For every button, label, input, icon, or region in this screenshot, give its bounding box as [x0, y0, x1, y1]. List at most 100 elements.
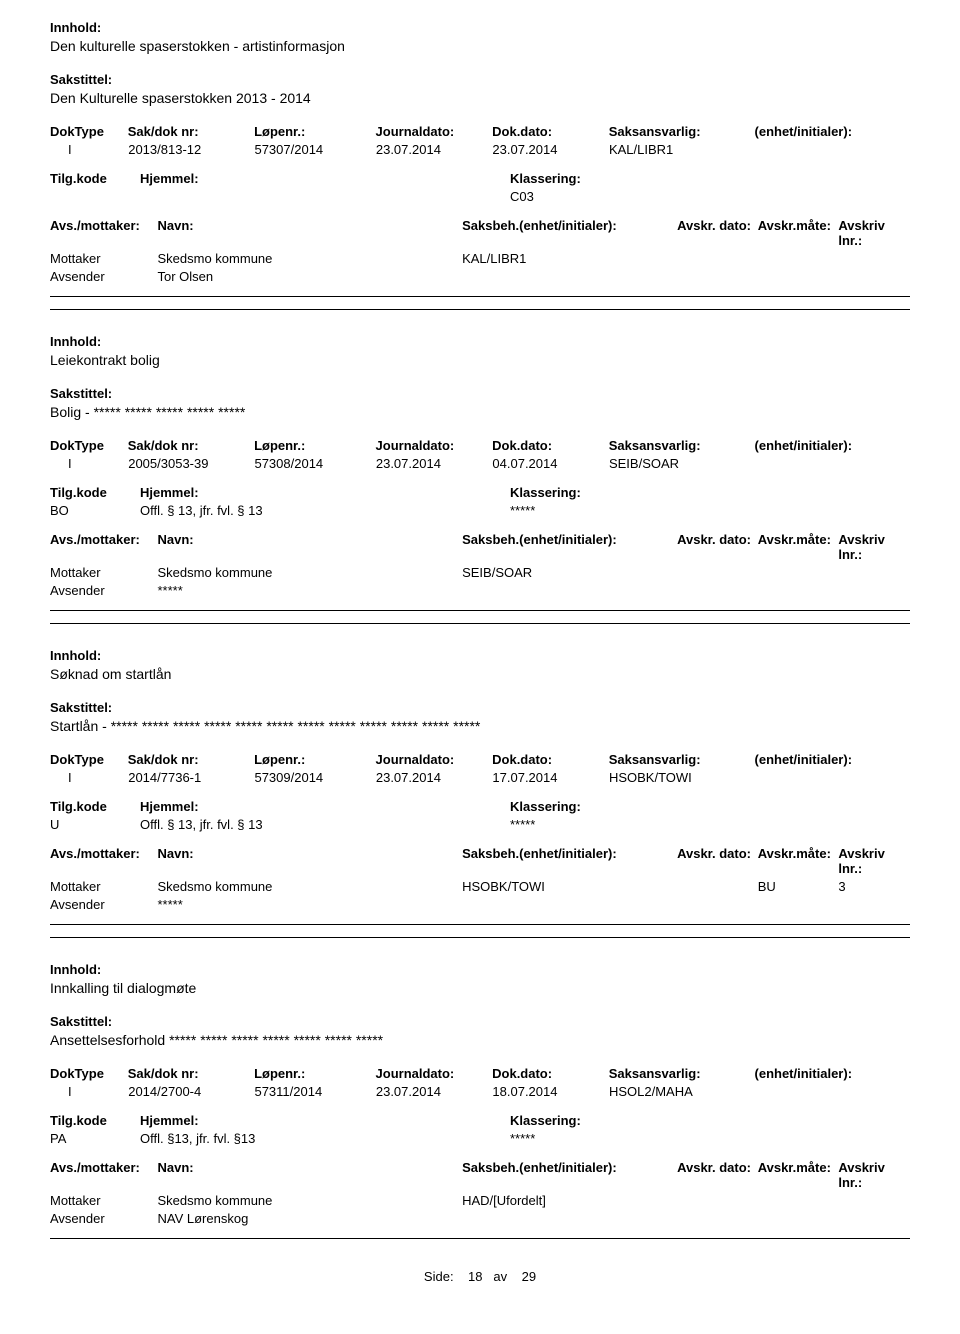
- enhet-value: [755, 142, 910, 157]
- sakstittel-value: Startlån - ***** ***** ***** ***** *****…: [50, 718, 910, 734]
- dokdato-value: 04.07.2014: [492, 456, 609, 471]
- meta-value-row: I 2013/813-12 57307/2014 23.07.2014 23.0…: [50, 142, 910, 157]
- journal-record: Innhold: Den kulturelle spaserstokken - …: [50, 20, 910, 297]
- sakdoknr-value: 2013/813-12: [128, 142, 254, 157]
- party-row: Avsender NAV Lørenskog: [50, 1211, 910, 1226]
- sakdoknr-header: Sak/dok nr:: [128, 1066, 254, 1081]
- party-row: Avsender *****: [50, 897, 910, 912]
- enhet-value: [755, 770, 910, 785]
- journaldato-value: 23.07.2014: [376, 770, 493, 785]
- tilgkode-value: U: [50, 817, 140, 832]
- page-footer: Side: 18 av 29: [50, 1269, 910, 1284]
- lopenr-value: 57308/2014: [254, 456, 375, 471]
- innhold-value: Leiekontrakt bolig: [50, 352, 910, 368]
- party-role: Avsender: [50, 897, 158, 912]
- sakdoknr-value: 2014/7736-1: [128, 770, 254, 785]
- party-saksbeh: HAD/[Ufordelt]: [462, 1193, 677, 1208]
- record-divider: [50, 610, 910, 611]
- sakstittel-label: Sakstittel:: [50, 1014, 910, 1029]
- party-header-row: Avs./mottaker: Navn: Saksbeh.(enhet/init…: [50, 1160, 910, 1190]
- party-navn: Skedsmo kommune: [158, 565, 463, 580]
- sakstittel-label: Sakstittel:: [50, 386, 910, 401]
- saksbeh-header: Saksbeh.(enhet/initialer):: [462, 532, 677, 562]
- party-navn: *****: [158, 583, 463, 598]
- saksansvarlig-header: Saksansvarlig:: [609, 752, 755, 767]
- footer-side-label: Side:: [424, 1269, 454, 1284]
- lopenr-value: 57307/2014: [254, 142, 375, 157]
- innhold-value: Innkalling til dialogmøte: [50, 980, 910, 996]
- party-role: Mottaker: [50, 1193, 158, 1208]
- klassering-header: Klassering:: [510, 1113, 710, 1128]
- party-row: Mottaker Skedsmo kommune HSOBK/TOWI BU 3: [50, 879, 910, 894]
- klassering-value: *****: [510, 817, 710, 832]
- dokdato-header: Dok.dato:: [492, 438, 609, 453]
- doktype-value: I: [50, 770, 128, 785]
- party-saksbeh: HSOBK/TOWI: [462, 879, 677, 894]
- tilgkode-value: BO: [50, 503, 140, 518]
- avsmottaker-header: Avs./mottaker:: [50, 1160, 158, 1190]
- saksansvarlig-value: HSOBK/TOWI: [609, 770, 755, 785]
- klassering-value: *****: [510, 503, 710, 518]
- klass-header-row: Tilg.kode Hjemmel: Klassering:: [50, 1113, 910, 1128]
- avskrmate-header: Avskr.måte:: [758, 846, 839, 876]
- record-divider: [50, 924, 910, 925]
- party-role: Avsender: [50, 269, 158, 284]
- saksansvarlig-value: SEIB/SOAR: [609, 456, 755, 471]
- enhet-value: [755, 1084, 910, 1099]
- dokdato-value: 23.07.2014: [492, 142, 609, 157]
- party-header-row: Avs./mottaker: Navn: Saksbeh.(enhet/init…: [50, 218, 910, 248]
- saksbeh-header: Saksbeh.(enhet/initialer):: [462, 218, 677, 248]
- klass-value-row: BO Offl. § 13, jfr. fvl. § 13 *****: [50, 503, 910, 518]
- avskrlnr-header: Avskriv lnr.:: [838, 218, 910, 248]
- innhold-value: Søknad om startlån: [50, 666, 910, 682]
- party-navn: *****: [158, 897, 463, 912]
- enhet-header: (enhet/initialer):: [755, 124, 910, 139]
- sakdoknr-header: Sak/dok nr:: [128, 438, 254, 453]
- klassering-header: Klassering:: [510, 171, 710, 186]
- lopenr-value: 57311/2014: [254, 1084, 375, 1099]
- meta-value-row: I 2014/2700-4 57311/2014 23.07.2014 18.0…: [50, 1084, 910, 1099]
- party-avskrdato: [677, 251, 758, 266]
- dokdato-value: 18.07.2014: [492, 1084, 609, 1099]
- journaldato-header: Journaldato:: [376, 438, 493, 453]
- avsmottaker-header: Avs./mottaker:: [50, 532, 158, 562]
- sakdoknr-header: Sak/dok nr:: [128, 752, 254, 767]
- dokdato-value: 17.07.2014: [492, 770, 609, 785]
- klassering-value: C03: [510, 189, 710, 204]
- sakstittel-label: Sakstittel:: [50, 700, 910, 715]
- meta-header-row: DokType Sak/dok nr: Løpenr.: Journaldato…: [50, 438, 910, 453]
- innhold-label: Innhold:: [50, 648, 910, 663]
- lopenr-header: Løpenr.:: [254, 124, 375, 139]
- party-header-row: Avs./mottaker: Navn: Saksbeh.(enhet/init…: [50, 532, 910, 562]
- party-row: Mottaker Skedsmo kommune HAD/[Ufordelt]: [50, 1193, 910, 1208]
- doktype-value: I: [50, 142, 128, 157]
- journal-record: Innhold: Leiekontrakt bolig Sakstittel: …: [50, 309, 910, 611]
- party-role: Mottaker: [50, 251, 158, 266]
- avsmottaker-header: Avs./mottaker:: [50, 218, 158, 248]
- tilgkode-header: Tilg.kode: [50, 799, 140, 814]
- hjemmel-header: Hjemmel:: [140, 1113, 510, 1128]
- tilgkode-value: [50, 189, 140, 204]
- saksbeh-header: Saksbeh.(enhet/initialer):: [462, 846, 677, 876]
- avskrdato-header: Avskr. dato:: [677, 218, 758, 248]
- saksansvarlig-value: KAL/LIBR1: [609, 142, 755, 157]
- saksansvarlig-header: Saksansvarlig:: [609, 438, 755, 453]
- hjemmel-value: Offl. § 13, jfr. fvl. § 13: [140, 817, 510, 832]
- sakdoknr-value: 2005/3053-39: [128, 456, 254, 471]
- hjemmel-header: Hjemmel:: [140, 485, 510, 500]
- party-avskrmate: [758, 251, 839, 266]
- meta-header-row: DokType Sak/dok nr: Løpenr.: Journaldato…: [50, 752, 910, 767]
- tilgkode-header: Tilg.kode: [50, 485, 140, 500]
- party-header-row: Avs./mottaker: Navn: Saksbeh.(enhet/init…: [50, 846, 910, 876]
- record-divider: [50, 296, 910, 297]
- journaldato-header: Journaldato:: [376, 1066, 493, 1081]
- sakstittel-label: Sakstittel:: [50, 72, 910, 87]
- klass-header-row: Tilg.kode Hjemmel: Klassering:: [50, 171, 910, 186]
- hjemmel-header: Hjemmel:: [140, 799, 510, 814]
- doktype-header: DokType: [50, 438, 128, 453]
- footer-page-total: 29: [522, 1269, 536, 1284]
- sakstittel-value: Den Kulturelle spaserstokken 2013 - 2014: [50, 90, 910, 106]
- avskrdato-header: Avskr. dato:: [677, 846, 758, 876]
- innhold-label: Innhold:: [50, 20, 910, 35]
- sakstittel-value: Ansettelsesforhold ***** ***** ***** ***…: [50, 1032, 910, 1048]
